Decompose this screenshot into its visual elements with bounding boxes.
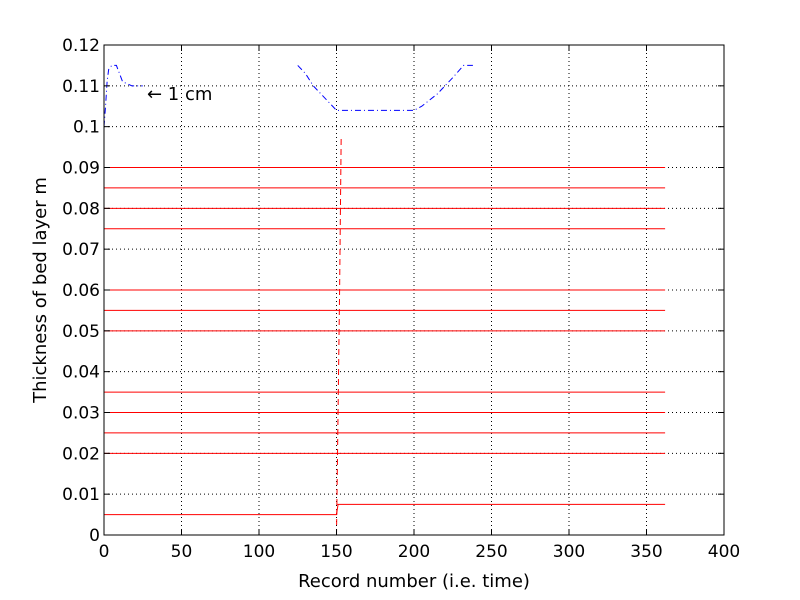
x-tick-label: 300 (553, 542, 585, 562)
y-tick-label: 0.01 (62, 485, 100, 505)
y-tick-label: 0.12 (62, 36, 100, 56)
series-line-13 (336, 138, 342, 536)
x-tick-label: 50 (171, 542, 193, 562)
x-tick-label: 0 (99, 542, 110, 562)
ticks: 0 50 100 150 200 250 300 350 400 0 0.01 0.02 0.03 0.0… (62, 36, 740, 562)
x-tick-label: 100 (243, 542, 275, 562)
x-tick-label: 350 (630, 542, 662, 562)
y-tick-label: 0.09 (62, 159, 100, 179)
x-tick-label: 200 (398, 542, 430, 562)
x-tick-label: 400 (708, 542, 740, 562)
y-tick-label: 0 (89, 526, 100, 546)
y-tick-label: 0.04 (62, 363, 100, 383)
annotation-1cm: ← 1 cm (147, 84, 212, 105)
y-tick-label: 0.06 (62, 281, 100, 301)
series-group (103, 64, 666, 536)
y-tick-label: 0.03 (62, 404, 100, 424)
y-tick-label: 0.1 (73, 118, 100, 138)
y-tick-label: 0.02 (62, 444, 100, 464)
series-line-15 (297, 64, 473, 111)
x-tick-label: 150 (320, 542, 352, 562)
y-tick-label: 0.07 (62, 240, 100, 260)
y-tick-label: 0.11 (62, 77, 100, 97)
x-axis-label: Record number (i.e. time) (298, 571, 530, 592)
y-tick-label: 0.05 (62, 322, 100, 342)
y-tick-label: 0.08 (62, 199, 100, 219)
x-tick-label: 250 (475, 542, 507, 562)
y-axis-label: Thickness of bed layer m (30, 177, 51, 404)
